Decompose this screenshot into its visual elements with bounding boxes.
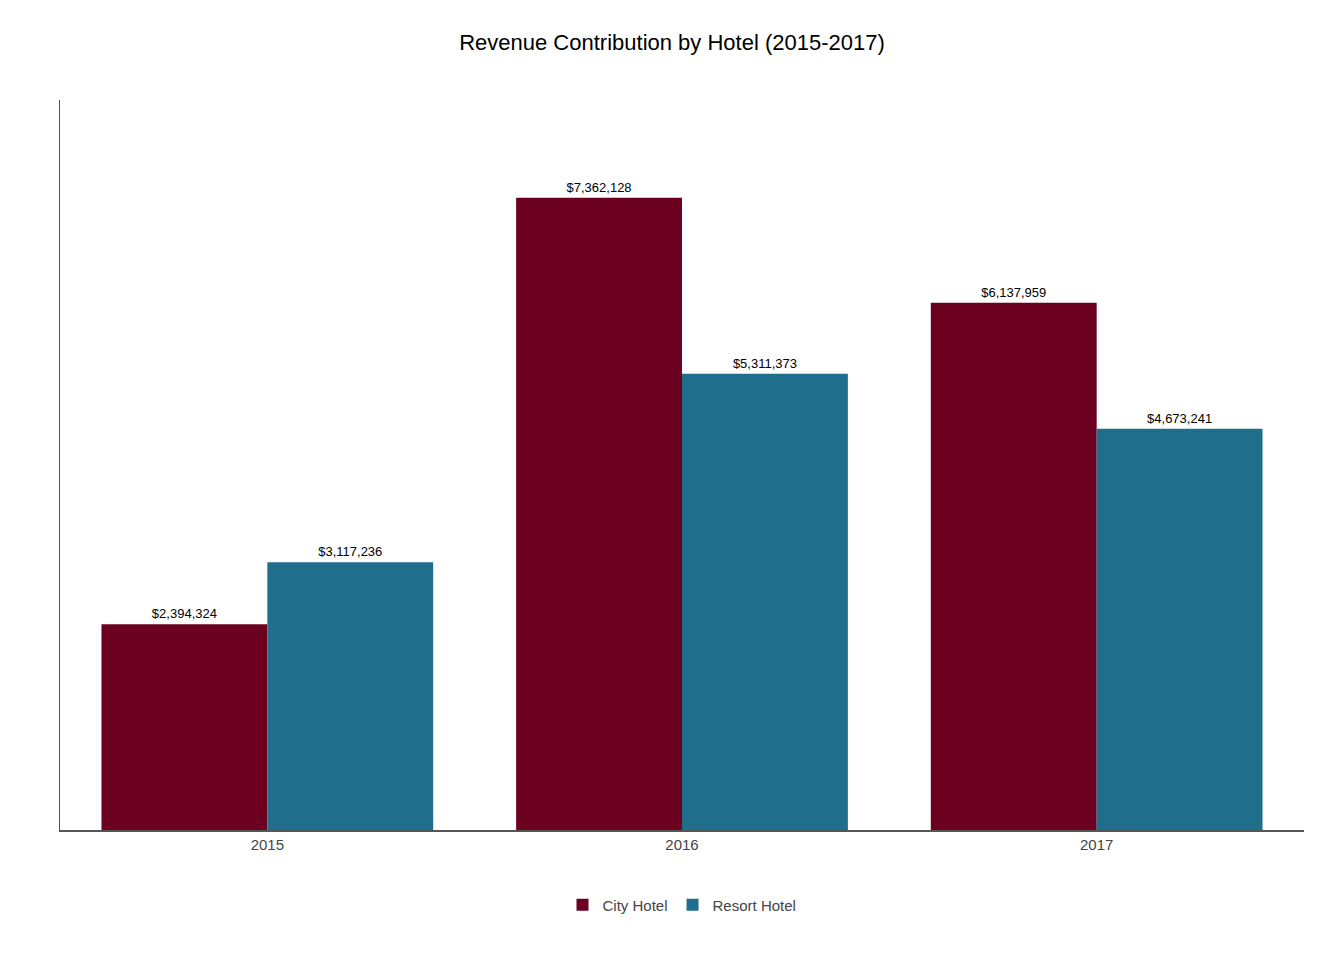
svg-text:$5,311,373: $5,311,373 [733, 356, 797, 371]
svg-text:City Hotel: City Hotel [603, 897, 668, 914]
svg-text:2016: 2016 [665, 836, 698, 853]
svg-text:2017: 2017 [1080, 836, 1113, 853]
svg-text:Resort Hotel: Resort Hotel [713, 897, 796, 914]
svg-text:$2,394,324: $2,394,324 [152, 606, 217, 621]
svg-text:$6,137,959: $6,137,959 [981, 285, 1046, 300]
svg-text:$4,673,241: $4,673,241 [1147, 411, 1212, 426]
svg-text:$7,362,128: $7,362,128 [567, 180, 632, 195]
svg-text:Revenue Contribution by Hotel: Revenue Contribution by Hotel (2015-2017… [459, 30, 885, 55]
svg-text:$3,117,236: $3,117,236 [318, 544, 382, 559]
svg-text:2015: 2015 [251, 836, 284, 853]
